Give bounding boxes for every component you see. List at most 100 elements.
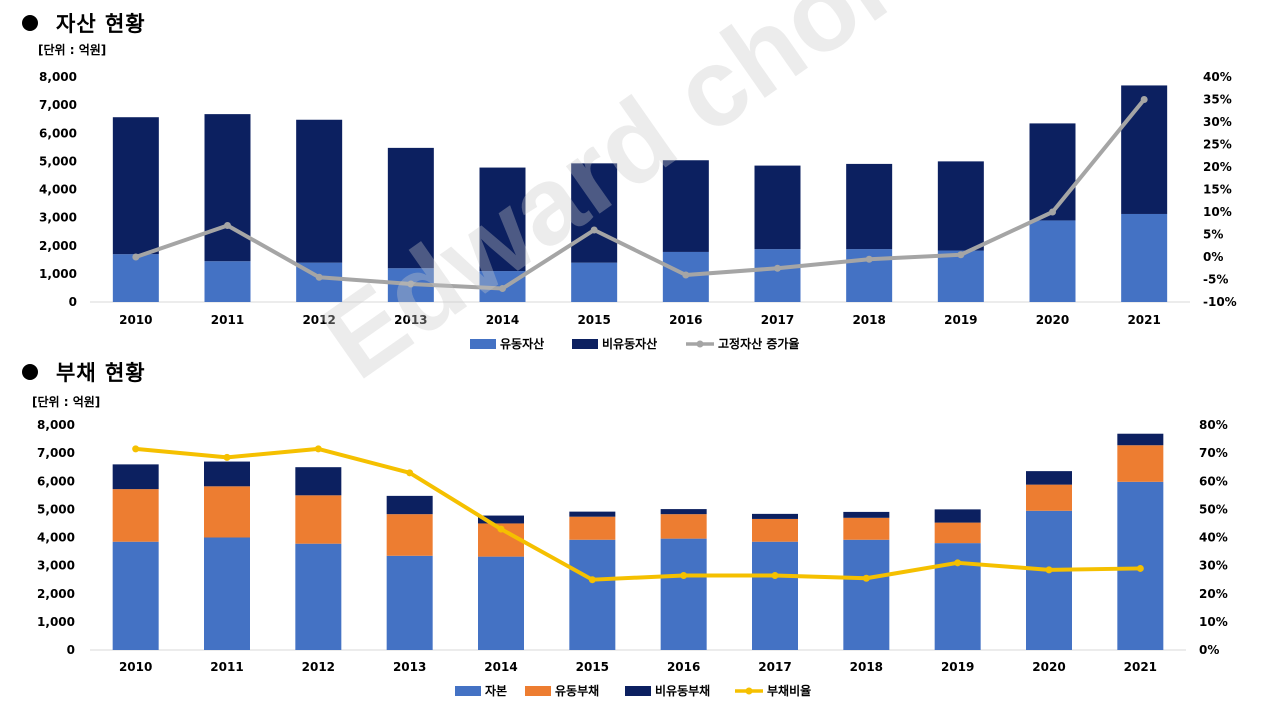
x-tick-label: 2021 bbox=[1127, 313, 1160, 327]
bar-비유동자산 bbox=[1121, 85, 1168, 214]
liability-unit-label: [단위 : 억원] bbox=[32, 395, 101, 409]
bar-유동부채 bbox=[660, 514, 707, 539]
legend-label: 자본 bbox=[485, 683, 507, 698]
y-tick-label: 6,000 bbox=[37, 474, 75, 488]
y2-tick-label: 10% bbox=[1203, 205, 1232, 219]
x-tick-label: 2010 bbox=[119, 660, 152, 674]
y2-tick-label: 40% bbox=[1199, 531, 1228, 545]
bar-비유동자산 bbox=[1029, 123, 1076, 221]
bar-자본 bbox=[478, 556, 524, 650]
line-point bbox=[774, 264, 781, 272]
y-tick-label: 3,000 bbox=[37, 559, 75, 573]
legend-label: 부채비율 bbox=[767, 683, 811, 698]
legend-swatch bbox=[572, 339, 598, 349]
bar-비유동부채 bbox=[112, 464, 159, 490]
legend-swatch bbox=[470, 339, 496, 349]
bar-유동자산 bbox=[1029, 220, 1076, 302]
line-point bbox=[590, 226, 598, 234]
legend-swatch bbox=[455, 686, 481, 696]
line-point bbox=[407, 280, 415, 288]
bar-유동부채 bbox=[386, 514, 433, 556]
line-point bbox=[132, 445, 140, 453]
y2-tick-label: 25% bbox=[1203, 138, 1232, 152]
bar-비유동부채 bbox=[295, 467, 342, 496]
line-부채비율 bbox=[135, 446, 1141, 582]
legend-label: 유동부채 bbox=[555, 683, 599, 698]
y2-tick-label: 0% bbox=[1199, 643, 1219, 657]
bullet-icon bbox=[22, 15, 38, 31]
bar-자본 bbox=[1026, 510, 1072, 650]
y2-tick-label: 5% bbox=[1203, 228, 1223, 242]
bar-자본 bbox=[752, 541, 798, 650]
bar-비유동부채 bbox=[569, 511, 616, 517]
y-tick-label: 5,000 bbox=[39, 154, 77, 168]
x-tick-label: 2014 bbox=[484, 660, 517, 674]
bar-비유동부채 bbox=[478, 515, 524, 524]
x-tick-label: 2019 bbox=[941, 660, 974, 674]
y-tick-label: 2,000 bbox=[39, 239, 77, 253]
line-point bbox=[1140, 96, 1148, 103]
bar-유동자산 bbox=[112, 254, 159, 302]
bar-비유동자산 bbox=[846, 163, 893, 250]
legend-label: 고정자산 증가율 bbox=[718, 336, 799, 351]
bar-비유동자산 bbox=[204, 114, 251, 262]
line-point bbox=[406, 469, 414, 477]
bar-비유동자산 bbox=[387, 147, 434, 269]
asset-title-text: 자산 현황 bbox=[56, 12, 146, 36]
line-point bbox=[771, 571, 779, 579]
bar-유동자산 bbox=[1121, 213, 1168, 302]
x-tick-label: 2010 bbox=[119, 313, 152, 327]
y2-tick-label: 35% bbox=[1203, 93, 1232, 107]
y-tick-label: 1,000 bbox=[37, 615, 75, 629]
x-tick-label: 2012 bbox=[302, 660, 335, 674]
y-tick-label: 8,000 bbox=[37, 418, 75, 432]
bar-유동부채 bbox=[1026, 484, 1072, 511]
y-tick-label: 0 bbox=[67, 643, 75, 657]
liability-title-text: 부채 현황 bbox=[56, 361, 146, 385]
bullet-icon bbox=[22, 364, 38, 380]
legend-swatch-marker bbox=[696, 340, 704, 348]
bar-비유동부채 bbox=[1026, 471, 1072, 485]
bar-유동자산 bbox=[571, 262, 618, 302]
bar-비유동자산 bbox=[112, 117, 159, 255]
bar-자본 bbox=[660, 538, 707, 650]
x-tick-label: 2016 bbox=[669, 313, 702, 327]
x-tick-label: 2021 bbox=[1124, 660, 1157, 674]
bar-유동자산 bbox=[204, 261, 251, 302]
y2-tick-label: 30% bbox=[1203, 115, 1232, 129]
y-tick-label: 4,000 bbox=[37, 531, 75, 545]
bar-비유동부채 bbox=[660, 509, 707, 515]
line-고정자산 증가율 bbox=[135, 98, 1146, 291]
bar-자본 bbox=[386, 555, 433, 650]
y-tick-label: 1,000 bbox=[39, 267, 77, 281]
bar-비유동부채 bbox=[1117, 433, 1164, 446]
bar-유동부채 bbox=[295, 495, 342, 544]
line-point bbox=[954, 559, 962, 567]
x-tick-label: 2015 bbox=[577, 313, 610, 327]
bar-유동부채 bbox=[204, 486, 250, 538]
x-tick-label: 2020 bbox=[1032, 660, 1065, 674]
line-point bbox=[314, 445, 322, 453]
line-point bbox=[499, 285, 506, 292]
line-point bbox=[1045, 566, 1053, 574]
bar-유동부채 bbox=[112, 489, 159, 542]
x-tick-label: 2014 bbox=[486, 313, 519, 327]
bar-비유동부채 bbox=[386, 495, 433, 515]
line-point bbox=[865, 255, 873, 263]
y-tick-label: 0 bbox=[69, 295, 77, 309]
legend-label: 비유동부채 bbox=[655, 683, 710, 698]
bar-자본 bbox=[934, 543, 981, 650]
y-tick-label: 7,000 bbox=[39, 98, 77, 112]
bar-자본 bbox=[569, 539, 616, 650]
y2-tick-label: 30% bbox=[1199, 559, 1228, 573]
bar-유동자산 bbox=[754, 249, 801, 302]
bar-자본 bbox=[112, 541, 159, 650]
x-tick-label: 2020 bbox=[1036, 313, 1069, 327]
bar-비유동자산 bbox=[296, 119, 343, 263]
asset-section-title: 자산 현황 bbox=[22, 8, 146, 38]
bar-비유동자산 bbox=[937, 161, 984, 251]
x-tick-label: 2015 bbox=[576, 660, 609, 674]
line-point bbox=[957, 251, 965, 259]
bar-비유동자산 bbox=[754, 165, 801, 250]
